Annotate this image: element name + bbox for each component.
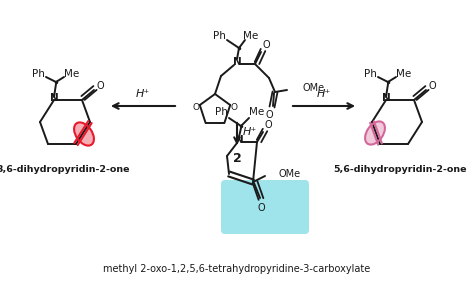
Text: O: O	[428, 81, 436, 91]
Text: Me: Me	[396, 69, 411, 79]
Text: 2: 2	[233, 153, 241, 166]
Text: Me: Me	[249, 107, 264, 117]
Text: O: O	[96, 81, 104, 91]
Ellipse shape	[74, 122, 94, 146]
Text: O: O	[262, 40, 270, 50]
Text: OMe: OMe	[279, 169, 301, 179]
Text: H⁺: H⁺	[243, 127, 257, 137]
Text: N: N	[235, 135, 243, 145]
Text: O: O	[265, 110, 273, 120]
Text: Ph: Ph	[212, 31, 226, 41]
FancyBboxPatch shape	[221, 180, 309, 234]
Text: methyl 2-oxo-1,2,5,6-tetrahydropyridine-3-carboxylate: methyl 2-oxo-1,2,5,6-tetrahydropyridine-…	[103, 264, 371, 274]
Text: 3,6-dihydropyridin-2-one: 3,6-dihydropyridin-2-one	[0, 166, 130, 174]
Text: 5,6-dihydropyridin-2-one: 5,6-dihydropyridin-2-one	[333, 166, 467, 174]
Text: Ph: Ph	[364, 69, 376, 79]
Text: H⁺: H⁺	[136, 89, 150, 99]
Text: H⁺: H⁺	[317, 89, 331, 99]
Text: N: N	[233, 57, 241, 67]
Text: Me: Me	[243, 31, 259, 41]
Text: OMe: OMe	[303, 83, 325, 93]
Ellipse shape	[365, 121, 385, 145]
Text: N: N	[50, 93, 58, 103]
Text: O: O	[192, 103, 199, 112]
Text: N: N	[382, 93, 391, 103]
Text: O: O	[257, 203, 265, 213]
Text: Ph: Ph	[32, 69, 45, 79]
Text: Ph: Ph	[215, 107, 228, 117]
Text: O: O	[264, 120, 272, 130]
Text: Me: Me	[64, 69, 80, 79]
Text: O: O	[231, 103, 238, 112]
